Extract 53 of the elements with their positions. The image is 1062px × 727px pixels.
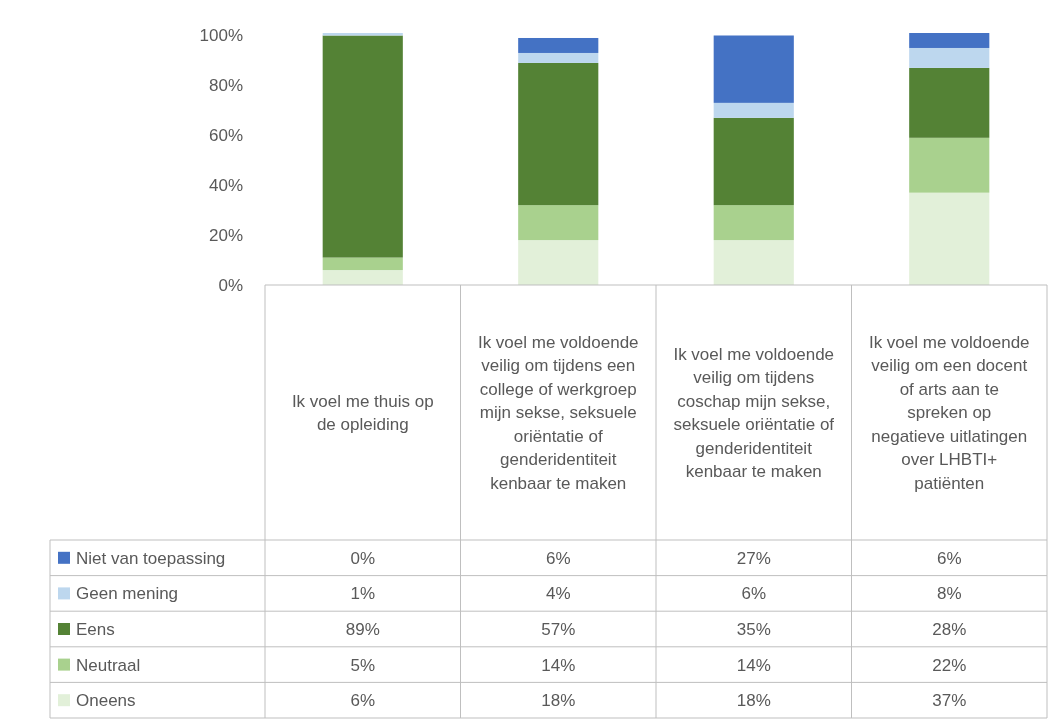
legend-label: Oneens — [76, 691, 136, 711]
data-label: 6% — [545, 548, 571, 568]
legend-label: Geen mening — [76, 584, 179, 604]
data-label: 5% — [350, 655, 376, 675]
data-label: 18% — [736, 691, 771, 711]
legend-label: Eens — [76, 619, 115, 639]
data-label: 14% — [541, 655, 576, 675]
bar — [713, 35, 794, 103]
x-tick-label: Ik voel me voldoende veilig om tijdens coschap mijn sekse, seksuele oriëntatie of genderidentiteit kenbaar te maken — [673, 344, 835, 482]
data-label: 18% — [541, 691, 576, 711]
bar — [322, 257, 403, 271]
data-label: 6% — [350, 691, 376, 711]
y-tick-label: 20% — [208, 226, 243, 246]
y-tick-label: 100% — [199, 26, 243, 46]
y-tick-label: 0% — [218, 275, 243, 295]
bar — [322, 35, 403, 258]
bar — [909, 67, 990, 138]
data-label: 28% — [932, 619, 967, 639]
bar — [909, 137, 990, 193]
x-tick-label: Ik voel me voldoende veilig om tijdens een college of werkgroep mijn sekse, seksuele oriëntatie of genderidentiteit kenbaar te maken — [477, 332, 639, 493]
bar — [518, 62, 599, 206]
bar — [518, 37, 599, 53]
data-label: 6% — [936, 548, 962, 568]
y-tick-label: 80% — [208, 76, 243, 96]
bar — [713, 102, 794, 118]
data-label: 8% — [936, 584, 962, 604]
data-label: 27% — [736, 548, 771, 568]
legend-label: Niet van toepassing — [76, 548, 226, 568]
y-tick-label: 60% — [208, 126, 243, 146]
bar — [518, 52, 599, 63]
bar — [322, 270, 403, 285]
data-label: 22% — [932, 655, 967, 675]
data-label: 57% — [541, 619, 576, 639]
bar — [909, 192, 990, 285]
data-label: 14% — [736, 655, 771, 675]
bar — [909, 33, 990, 48]
bar — [909, 47, 990, 68]
data-label: 0% — [350, 548, 376, 568]
bar — [713, 117, 794, 206]
bar — [518, 205, 599, 241]
bar — [713, 240, 794, 285]
legend-label: Neutraal — [76, 655, 141, 675]
x-tick-label: Ik voel me voldoende veilig om een docent of arts aan te spreken op negatieve uitlatingen over LHBTI+ patiënten — [868, 332, 1030, 493]
data-label: 35% — [736, 619, 771, 639]
data-label: 37% — [932, 691, 967, 711]
bar — [518, 240, 599, 285]
data-label: 89% — [345, 619, 380, 639]
y-tick-label: 40% — [208, 176, 243, 196]
x-tick-label: Ik voel me thuis op de opleiding — [291, 391, 434, 435]
data-label: 4% — [545, 584, 571, 604]
data-label: 1% — [350, 584, 376, 604]
bar — [713, 205, 794, 241]
data-label: 6% — [741, 584, 767, 604]
